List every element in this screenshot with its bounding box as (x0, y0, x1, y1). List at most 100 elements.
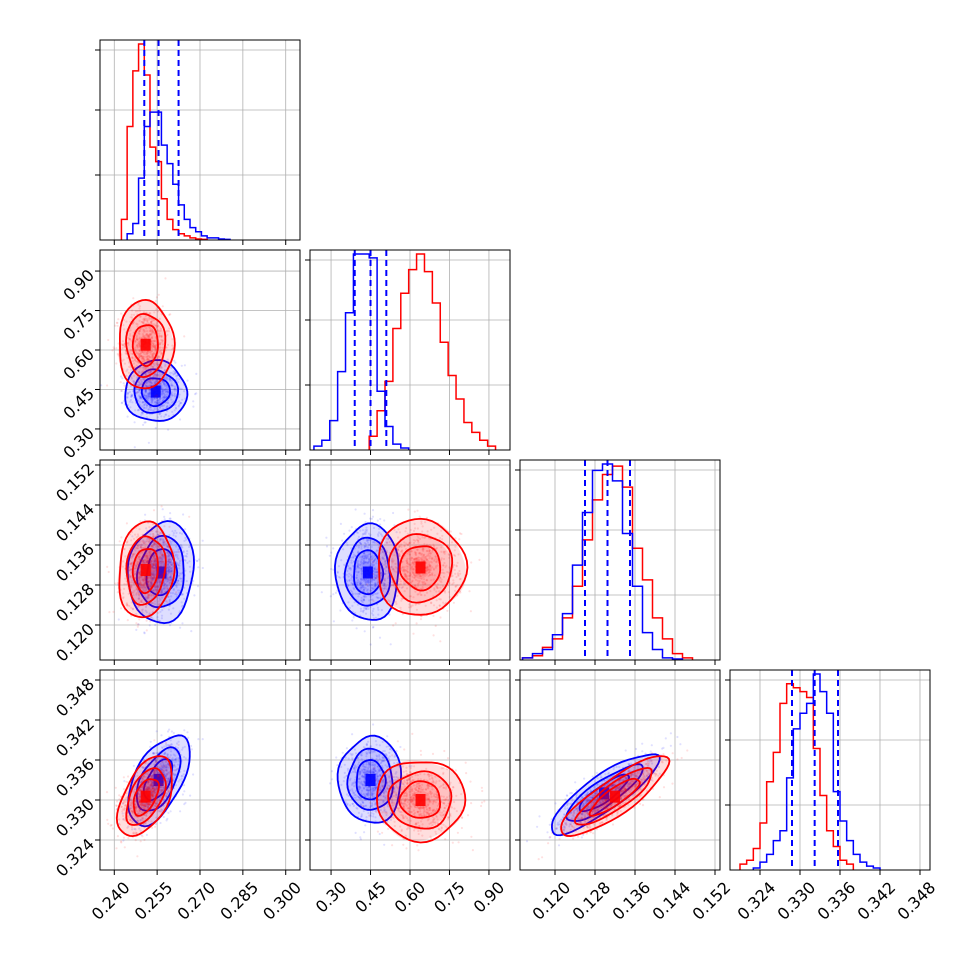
scatter-point (142, 583, 145, 586)
scatter-point (140, 583, 143, 587)
scatter-point (165, 760, 168, 763)
scatter-point (120, 536, 123, 539)
scatter-point (122, 324, 125, 327)
scatter-point (163, 382, 166, 386)
density-contour (398, 545, 442, 592)
scatter-point (139, 559, 142, 562)
scatter-point (360, 561, 363, 564)
scatter-point (137, 583, 140, 586)
scatter-point (421, 548, 424, 551)
scatter-point (168, 777, 171, 780)
scatter-point (148, 550, 151, 553)
scatter-point (355, 576, 358, 580)
scatter-point (410, 581, 413, 584)
scatter-point (158, 533, 161, 536)
scatter-point (373, 618, 376, 621)
scatter-point (435, 547, 438, 550)
scatter-point (366, 588, 369, 591)
scatter-point (153, 364, 156, 367)
scatter-point (406, 571, 409, 574)
scatter-point (405, 559, 408, 562)
scatter-point (149, 370, 152, 373)
scatter-point (147, 806, 150, 809)
scatter-point (357, 546, 360, 549)
scatter-point (177, 550, 181, 554)
scatter-point (405, 587, 409, 590)
scatter-point (358, 592, 361, 595)
scatter-point (454, 545, 457, 548)
scatter-point (159, 329, 163, 332)
scatter-point (455, 575, 458, 579)
scatter-point (153, 567, 156, 570)
scatter-point (163, 606, 166, 609)
scatter-point (192, 579, 195, 583)
scatter-point (136, 819, 139, 822)
scatter-point (152, 555, 155, 559)
scatter-point (330, 567, 333, 571)
scatter-point (403, 572, 406, 575)
scatter-point (195, 392, 198, 395)
scatter-point (172, 773, 175, 776)
scatter-point (144, 583, 147, 586)
scatter-point (365, 530, 368, 533)
scatter-point (376, 596, 379, 599)
scatter-point (173, 769, 176, 772)
scatter-point (170, 392, 173, 396)
scatter-point (159, 821, 162, 825)
scatter-point (128, 573, 131, 577)
scatter-point (407, 543, 410, 547)
scatter-point (183, 597, 186, 600)
scatter-point (398, 545, 401, 548)
scatter-point (148, 787, 151, 790)
scatter-point (164, 277, 167, 280)
scatter-point (160, 384, 163, 387)
scatter-point (146, 352, 149, 355)
scatter-point (147, 318, 150, 321)
scatter-point (423, 581, 426, 584)
scatter-point (356, 563, 359, 566)
scatter-point (145, 381, 148, 384)
scatter-point (162, 764, 165, 768)
scatter-point (150, 378, 154, 381)
scatter-point (150, 322, 154, 325)
scatter-point (161, 766, 164, 769)
scatter-point (436, 583, 439, 586)
scatter-point (150, 571, 153, 574)
scatter-point (167, 559, 170, 563)
scatter-point (383, 579, 386, 582)
scatter-point (121, 340, 125, 343)
scatter-point (368, 553, 371, 556)
scatter-point (178, 402, 181, 405)
scatter-point (158, 335, 161, 338)
scatter-point (147, 803, 150, 806)
scatter-point (366, 589, 369, 592)
scatter-point (175, 531, 178, 535)
scatter-point (421, 536, 424, 539)
scatter-point (390, 565, 393, 569)
scatter-point (402, 582, 405, 585)
scatter-point (170, 571, 173, 574)
scatter-point (359, 541, 362, 544)
scatter-point (149, 376, 152, 379)
scatter-point (185, 580, 188, 583)
scatter-point (422, 548, 425, 551)
scatter-point (158, 334, 161, 337)
scatter-point (404, 569, 407, 572)
scatter-point (142, 357, 145, 360)
density-contour (118, 298, 176, 390)
scatter-point (174, 774, 177, 777)
scatter-point (146, 581, 150, 584)
scatter-point (188, 515, 191, 518)
scatter-point (414, 539, 417, 542)
scatter-point (153, 600, 156, 603)
scatter-point (138, 354, 141, 357)
scatter-point (140, 609, 143, 612)
scatter-point (429, 552, 432, 555)
scatter-point (148, 329, 151, 333)
scatter-point (363, 578, 366, 581)
scatter-point (141, 608, 144, 611)
scatter-point (180, 580, 183, 583)
scatter-point (359, 586, 363, 589)
scatter-point (456, 572, 460, 575)
scatter-point (151, 353, 154, 356)
